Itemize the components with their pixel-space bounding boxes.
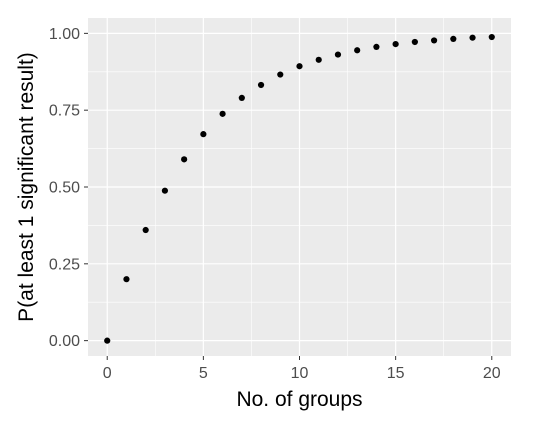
data-point [334,51,342,58]
major-gridlines [88,18,511,356]
axis-ticks [84,32,493,360]
y-tick-label: 0.25 [49,256,80,273]
data-point [450,35,457,42]
data-point [123,276,130,283]
data-point [161,187,169,194]
y-tick-label: 1.00 [49,26,80,43]
data-point [257,81,265,89]
data-point [296,63,303,70]
data-point [181,156,188,163]
data-points [104,33,495,344]
data-point [200,131,207,138]
x-tick-label: 0 [103,365,112,382]
y-tick-label: 0.00 [49,333,80,350]
data-point [430,37,438,44]
data-point [142,226,149,234]
data-point [104,337,111,344]
data-point [411,38,418,46]
x-tick-label: 5 [199,365,208,382]
x-tick-label: 10 [291,365,309,382]
y-tick-label: 0.75 [49,103,80,120]
data-point [277,71,284,78]
data-point [392,41,399,48]
y-axis-title: P(at least 1 significant result) [15,52,38,322]
data-point [219,110,226,117]
y-tick-label: 0.50 [49,180,80,197]
x-tick-label: 15 [387,365,405,382]
data-point [238,94,245,101]
data-point [315,56,322,63]
data-point [488,33,495,41]
data-point [373,43,380,50]
x-tick-label: 20 [483,365,501,382]
y-axis-tick-labels: 0.00 0.25 0.50 0.75 1.00 [49,26,80,350]
data-point [354,47,361,54]
x-axis-title: No. of groups [236,388,362,411]
data-point [469,34,476,41]
x-axis-tick-labels: 0 5 10 15 20 [103,365,501,382]
